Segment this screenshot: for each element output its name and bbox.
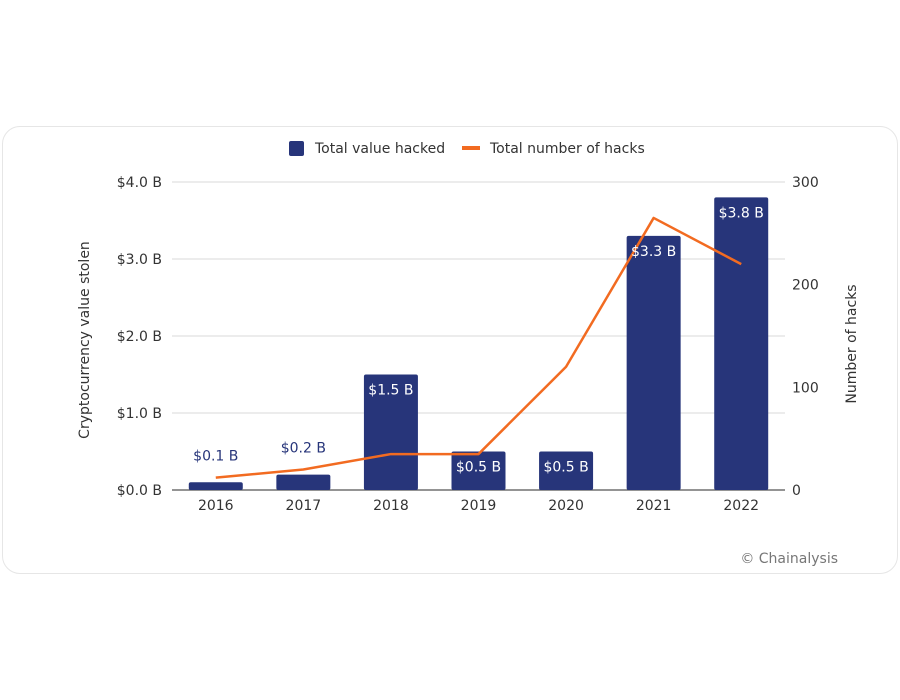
bar-value-label: $1.5 B (368, 383, 413, 399)
x-tick-label: 2022 (723, 498, 759, 514)
bar-2018 (363, 374, 418, 490)
left-axis-title: Cryptocurrency value stolen (77, 241, 93, 439)
x-tick-label: 2016 (198, 498, 234, 514)
left-tick-label: $4.0 B (117, 175, 162, 191)
axes: $0.0 B $1.0 B $2.0 B $3.0 B $4.0 B 0 100 200 300… (117, 175, 819, 514)
left-tick-label: $2.0 B (117, 329, 162, 345)
legend-label-line: Total number of hacks (489, 141, 645, 157)
right-tick-label: 200 (792, 278, 819, 294)
x-tick-label: 2019 (461, 498, 497, 514)
x-tick-label: 2018 (373, 498, 409, 514)
bar-value-label: $3.8 B (719, 205, 764, 221)
left-tick-label: $1.0 B (117, 406, 162, 422)
data-labels: $0.1 B $0.2 B $1.5 B $0.5 B $0.5 B $3.3 B $3.8… (193, 205, 764, 475)
right-tick-label: 100 (792, 380, 819, 396)
x-tick-label: 2021 (636, 498, 672, 514)
left-tick-label: $3.0 B (117, 252, 162, 268)
x-tick-label: 2017 (286, 498, 322, 514)
bar-2022 (714, 197, 769, 490)
legend: Total value hacked Total number of hacks (289, 141, 645, 157)
right-tick-label: 300 (792, 175, 819, 191)
legend-swatch-bar (289, 141, 304, 156)
bar-value-label: $0.5 B (456, 460, 501, 476)
bar-value-label: $0.1 B (193, 448, 238, 464)
bar-value-label: $3.3 B (631, 244, 676, 260)
bar-2017 (276, 474, 331, 490)
bar-2019 (451, 451, 506, 490)
x-tick-label: 2020 (548, 498, 584, 514)
credit-label: © Chainalysis (740, 551, 838, 567)
bar-2021 (626, 235, 681, 490)
bar-value-label: $0.5 B (543, 460, 588, 476)
bars (188, 197, 769, 490)
right-tick-label: 0 (792, 483, 801, 499)
bar-value-label: $0.2 B (281, 441, 326, 457)
bar-2016 (188, 482, 243, 490)
bar-2020 (539, 451, 594, 490)
hacks-line (215, 216, 742, 479)
left-tick-label: $0.0 B (117, 483, 162, 499)
right-axis-title: Number of hacks (844, 284, 860, 403)
legend-label-bar: Total value hacked (314, 141, 445, 157)
gridlines (172, 181, 785, 491)
